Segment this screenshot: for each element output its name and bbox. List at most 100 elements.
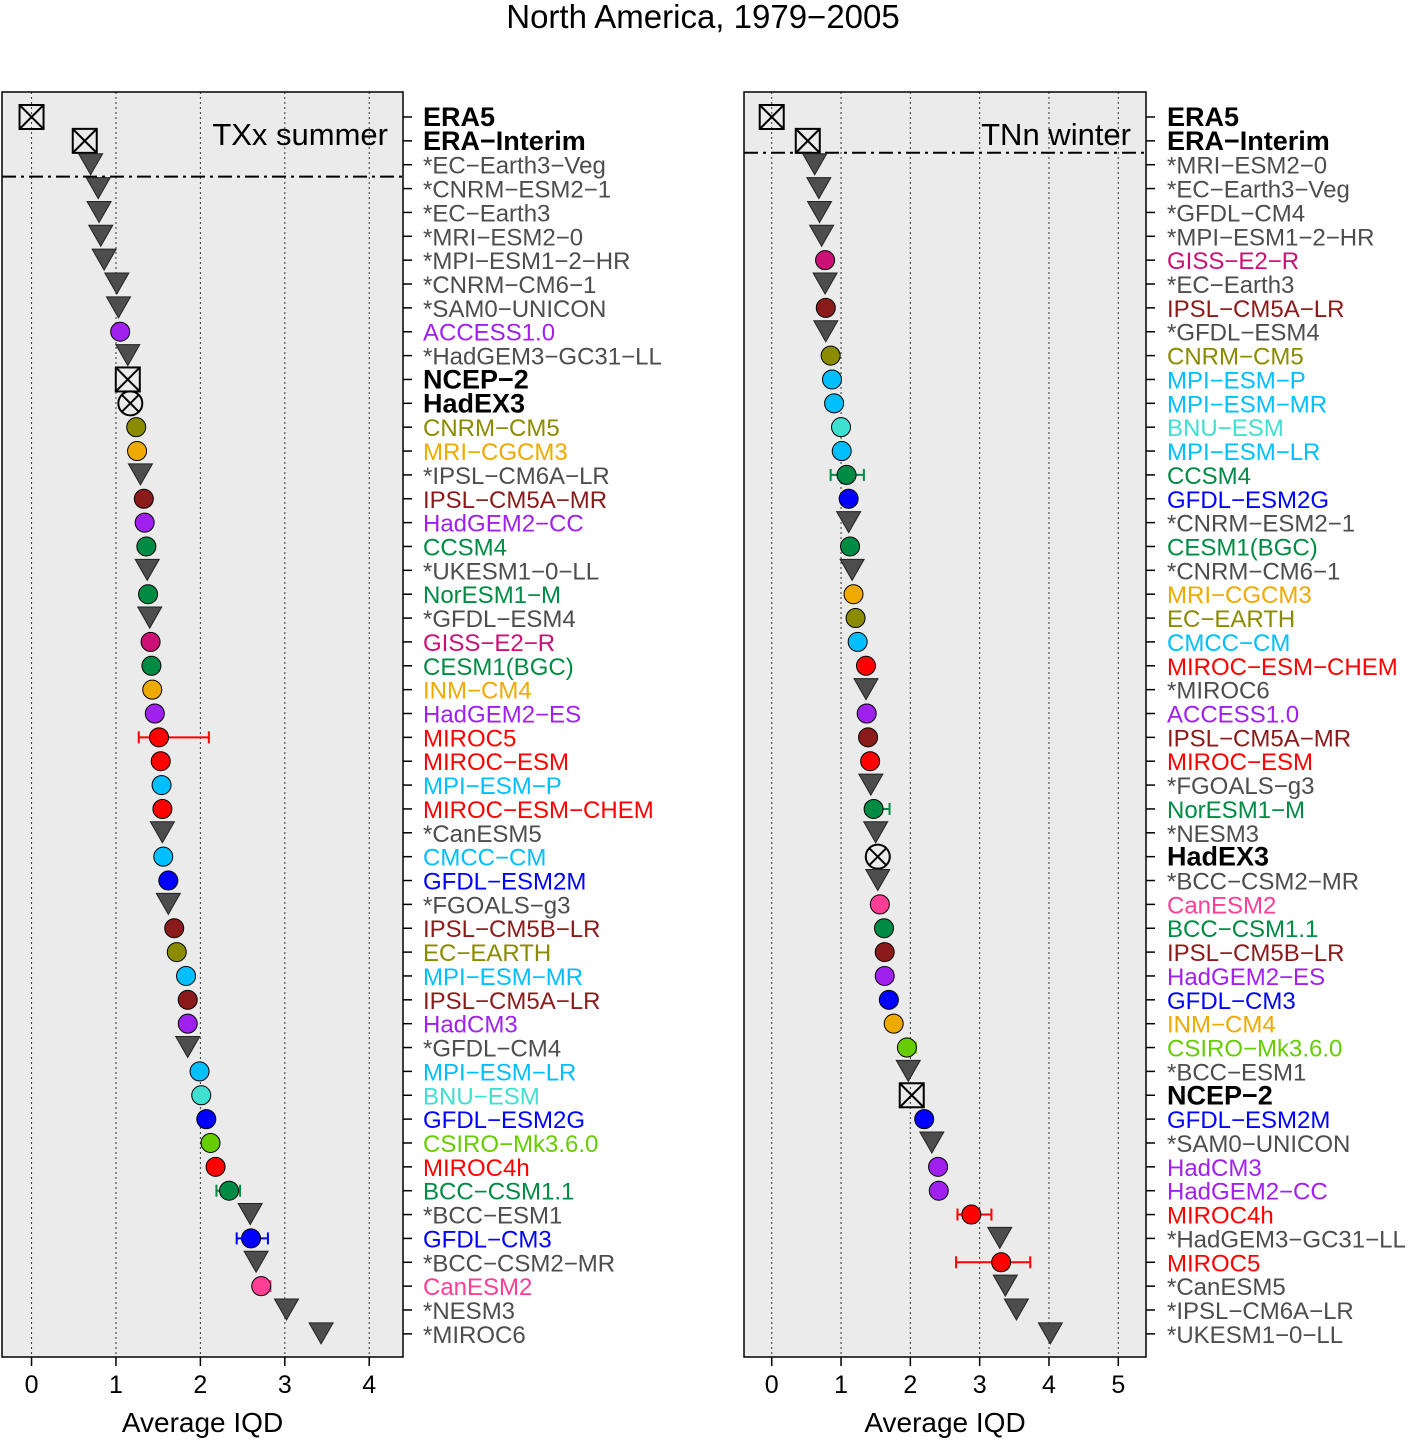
triangle-marker — [174, 1036, 201, 1059]
row-label: MIROC−ESM−CHEM — [1167, 654, 1398, 681]
box-x-marker — [71, 127, 98, 154]
box-x-cross — [115, 366, 141, 393]
circle-marker — [189, 1061, 210, 1082]
box-x-cross — [72, 128, 98, 154]
row-label: *NESM3 — [423, 1298, 515, 1325]
triangle-marker — [895, 1059, 922, 1083]
row-label: *MPI−ESM1−2−HR — [1167, 224, 1374, 251]
row-label: MPI−ESM−P — [423, 773, 562, 800]
circle-marker — [820, 345, 841, 366]
circle-marker — [177, 1013, 198, 1034]
triangle-marker — [839, 558, 865, 582]
row-label: *MPI−ESM1−2−HR — [423, 248, 630, 275]
row-label: MPI−ESM−LR — [423, 1059, 576, 1086]
row-label: CSIRO−Mk3.6.0 — [423, 1131, 598, 1158]
triangle-marker — [986, 1226, 1013, 1250]
row-label: MIROC−ESM — [423, 749, 569, 776]
circle-marker — [847, 631, 868, 652]
triangle-marker — [155, 892, 182, 916]
triangle-marker — [149, 821, 176, 844]
plot-background — [2, 92, 403, 1357]
row-label: BCC−CSM1.1 — [423, 1179, 574, 1206]
row-label: IPSL−CM5A−LR — [1167, 296, 1344, 323]
x-axis-label: Average IQD — [864, 1407, 1025, 1438]
circle-marker — [164, 918, 185, 939]
circle-marker — [205, 1156, 226, 1177]
row-label: IPSL−CM5B−LR — [423, 916, 600, 943]
panel-1: 0 1 2 3 4 Average IQD TXx summer ERA5ERA−Interi… — [1, 91, 662, 1438]
row-label: ACCESS1.0 — [423, 320, 555, 347]
x-axis-label: Average IQD — [122, 1407, 283, 1438]
row-label: ERA−Interim — [1167, 126, 1330, 156]
row-label: INM−CM4 — [423, 678, 532, 705]
circle-marker — [241, 1228, 262, 1249]
panel-2: 0 1 2 3 4 5 Average IQD TNn winter ERA5ERA−Inter… — [743, 91, 1406, 1438]
row-label: CSIRO−Mk3.6.0 — [1167, 1036, 1342, 1063]
x-tick-label: 0 — [765, 1371, 779, 1399]
circle-x-marker — [117, 390, 144, 417]
row-label: CNRM−CM5 — [1167, 344, 1304, 371]
row-label: *CNRM−CM6−1 — [423, 272, 596, 299]
triangle-marker — [237, 1203, 264, 1226]
circle-marker — [158, 870, 179, 891]
circle-marker — [127, 441, 148, 462]
circle-marker — [845, 608, 866, 629]
row-label: CCSM4 — [1167, 463, 1251, 490]
circle-marker — [150, 751, 171, 772]
triangle-marker — [85, 177, 112, 200]
row-label: HadCM3 — [423, 1012, 518, 1039]
plot-frame — [743, 91, 1147, 1358]
row-label: *UKESM1−0−LL — [423, 558, 599, 585]
triangle-marker — [1003, 1298, 1030, 1322]
triangle-marker — [812, 272, 838, 296]
triangle-marker — [136, 606, 163, 630]
x-tick-label: 1 — [834, 1371, 848, 1399]
circle-marker — [843, 584, 864, 605]
row-label: CCSM4 — [423, 534, 507, 561]
triangle-marker — [77, 153, 104, 176]
row-label: HadGEM2−CC — [1167, 1179, 1328, 1206]
box-x-marker — [758, 104, 785, 130]
circle-marker — [176, 965, 197, 986]
triangle-marker — [864, 869, 891, 892]
circle-marker — [138, 584, 159, 605]
row-label: *IPSL−CM6A−LR — [1167, 1298, 1354, 1325]
x-tick-label: 4 — [1042, 1371, 1056, 1399]
row-label: MIROC−ESM−CHEM — [423, 797, 654, 824]
circle-marker — [858, 727, 879, 748]
circle-marker — [153, 846, 174, 867]
triangle-marker — [87, 224, 114, 248]
row-label: NorESM1−M — [423, 582, 561, 609]
row-label: *HadGEM3−GC31−LL — [1167, 1226, 1406, 1253]
circle-marker — [838, 488, 859, 509]
triangle-marker — [853, 678, 879, 701]
row-label: ACCESS1.0 — [1167, 702, 1299, 729]
circle-marker — [191, 1085, 212, 1106]
row-label: GFDL−ESM2M — [1167, 1107, 1330, 1134]
row-label: NCEP−2 — [1167, 1080, 1273, 1110]
circle-marker — [928, 1180, 949, 1201]
row-label: *CNRM−CM6−1 — [1167, 558, 1340, 585]
row-label: *CNRM−ESM2−1 — [1167, 511, 1355, 538]
circle-marker — [883, 1013, 904, 1034]
row-label: *GFDL−ESM4 — [1167, 320, 1320, 347]
triangle-marker — [801, 153, 828, 176]
triangle-marker — [243, 1250, 269, 1274]
row-label: GISS−E2−R — [1167, 248, 1299, 275]
circle-marker — [149, 727, 170, 748]
box-x-cross — [899, 1082, 925, 1108]
circle-marker — [840, 536, 861, 557]
circle-marker — [815, 297, 836, 318]
row-label: GFDL−ESM2M — [423, 869, 586, 896]
triangle-marker — [806, 200, 833, 224]
circle-marker — [914, 1109, 935, 1130]
row-label: HadEX3 — [423, 388, 525, 418]
row-label: HadGEM2−ES — [423, 702, 581, 729]
circle-marker — [822, 369, 843, 390]
x-tick-label: 2 — [193, 1371, 207, 1399]
row-label: INM−CM4 — [1167, 1012, 1276, 1039]
row-label: *BCC−CSM2−MR — [1167, 869, 1359, 896]
x-tick-label: 2 — [903, 1371, 917, 1399]
triangle-marker — [812, 320, 839, 343]
x-tick-label: 3 — [973, 1371, 987, 1399]
